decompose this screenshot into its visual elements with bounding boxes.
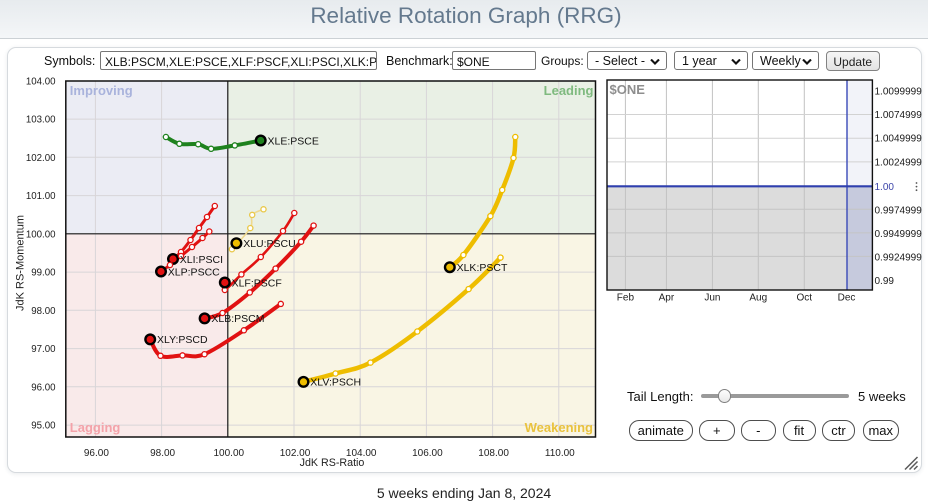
svg-text:XLI:PSCI: XLI:PSCI (180, 254, 223, 266)
svg-text:XLB:PSCM: XLB:PSCM (211, 313, 264, 325)
svg-text:Apr: Apr (659, 293, 675, 304)
svg-text:XLY:PSCD: XLY:PSCD (157, 334, 208, 346)
svg-text:XLP:PSCC: XLP:PSCC (168, 266, 220, 278)
svg-text:110.00: 110.00 (545, 448, 575, 459)
svg-text:JdK RS-Momentum: JdK RS-Momentum (15, 215, 27, 311)
svg-text:Aug: Aug (749, 293, 767, 304)
svg-text:1.0074999: 1.0074999 (875, 110, 923, 121)
svg-text:Jun: Jun (704, 293, 720, 304)
svg-text:97.00: 97.00 (31, 344, 56, 355)
svg-text:100.00: 100.00 (214, 448, 245, 459)
svg-text:Weakening: Weakening (525, 420, 593, 435)
svg-text:XLK:PSCT: XLK:PSCT (457, 262, 508, 274)
svg-text:XLU:PSCU: XLU:PSCU (243, 238, 296, 250)
svg-text:Dec: Dec (838, 293, 856, 304)
svg-text:$ONE: $ONE (610, 82, 646, 97)
svg-text:1.0099999: 1.0099999 (875, 86, 923, 97)
svg-text:106.00: 106.00 (412, 448, 443, 459)
svg-text:Feb: Feb (617, 293, 635, 304)
svg-text:101.00: 101.00 (26, 191, 56, 202)
svg-text:98.00: 98.00 (31, 306, 56, 317)
svg-text:96.00: 96.00 (31, 382, 56, 393)
svg-text:1.0049999: 1.0049999 (875, 134, 923, 145)
svg-text:JdK RS-Ratio: JdK RS-Ratio (300, 457, 365, 469)
svg-text:102.00: 102.00 (280, 448, 311, 459)
svg-text:96.00: 96.00 (84, 448, 109, 459)
svg-text:0.9949999: 0.9949999 (875, 229, 923, 240)
svg-text:XLE:PSCE: XLE:PSCE (268, 135, 319, 147)
svg-text:98.00: 98.00 (150, 448, 175, 459)
svg-text:Oct: Oct (797, 293, 813, 304)
svg-text:0.99: 0.99 (875, 276, 895, 287)
svg-text:Leading: Leading (544, 83, 594, 98)
svg-text:108.00: 108.00 (478, 448, 509, 459)
svg-text:XLF:PSCF: XLF:PSCF (232, 277, 282, 289)
svg-text:0.9924999: 0.9924999 (875, 253, 923, 264)
svg-text:104.00: 104.00 (26, 76, 56, 87)
svg-text:104.00: 104.00 (346, 448, 377, 459)
svg-text:1.0024999: 1.0024999 (875, 157, 923, 168)
svg-text:95.00: 95.00 (31, 421, 56, 432)
svg-text:100.00: 100.00 (26, 229, 56, 240)
svg-text:1.00: 1.00 (875, 182, 895, 193)
svg-text:Lagging: Lagging (70, 420, 121, 435)
svg-text:XLV:PSCH: XLV:PSCH (310, 377, 361, 389)
svg-text:0.9974999: 0.9974999 (875, 206, 923, 217)
svg-text:103.00: 103.00 (26, 115, 56, 126)
svg-text:99.00: 99.00 (31, 268, 56, 279)
svg-text:Improving: Improving (70, 83, 133, 98)
svg-text:102.00: 102.00 (26, 153, 56, 164)
